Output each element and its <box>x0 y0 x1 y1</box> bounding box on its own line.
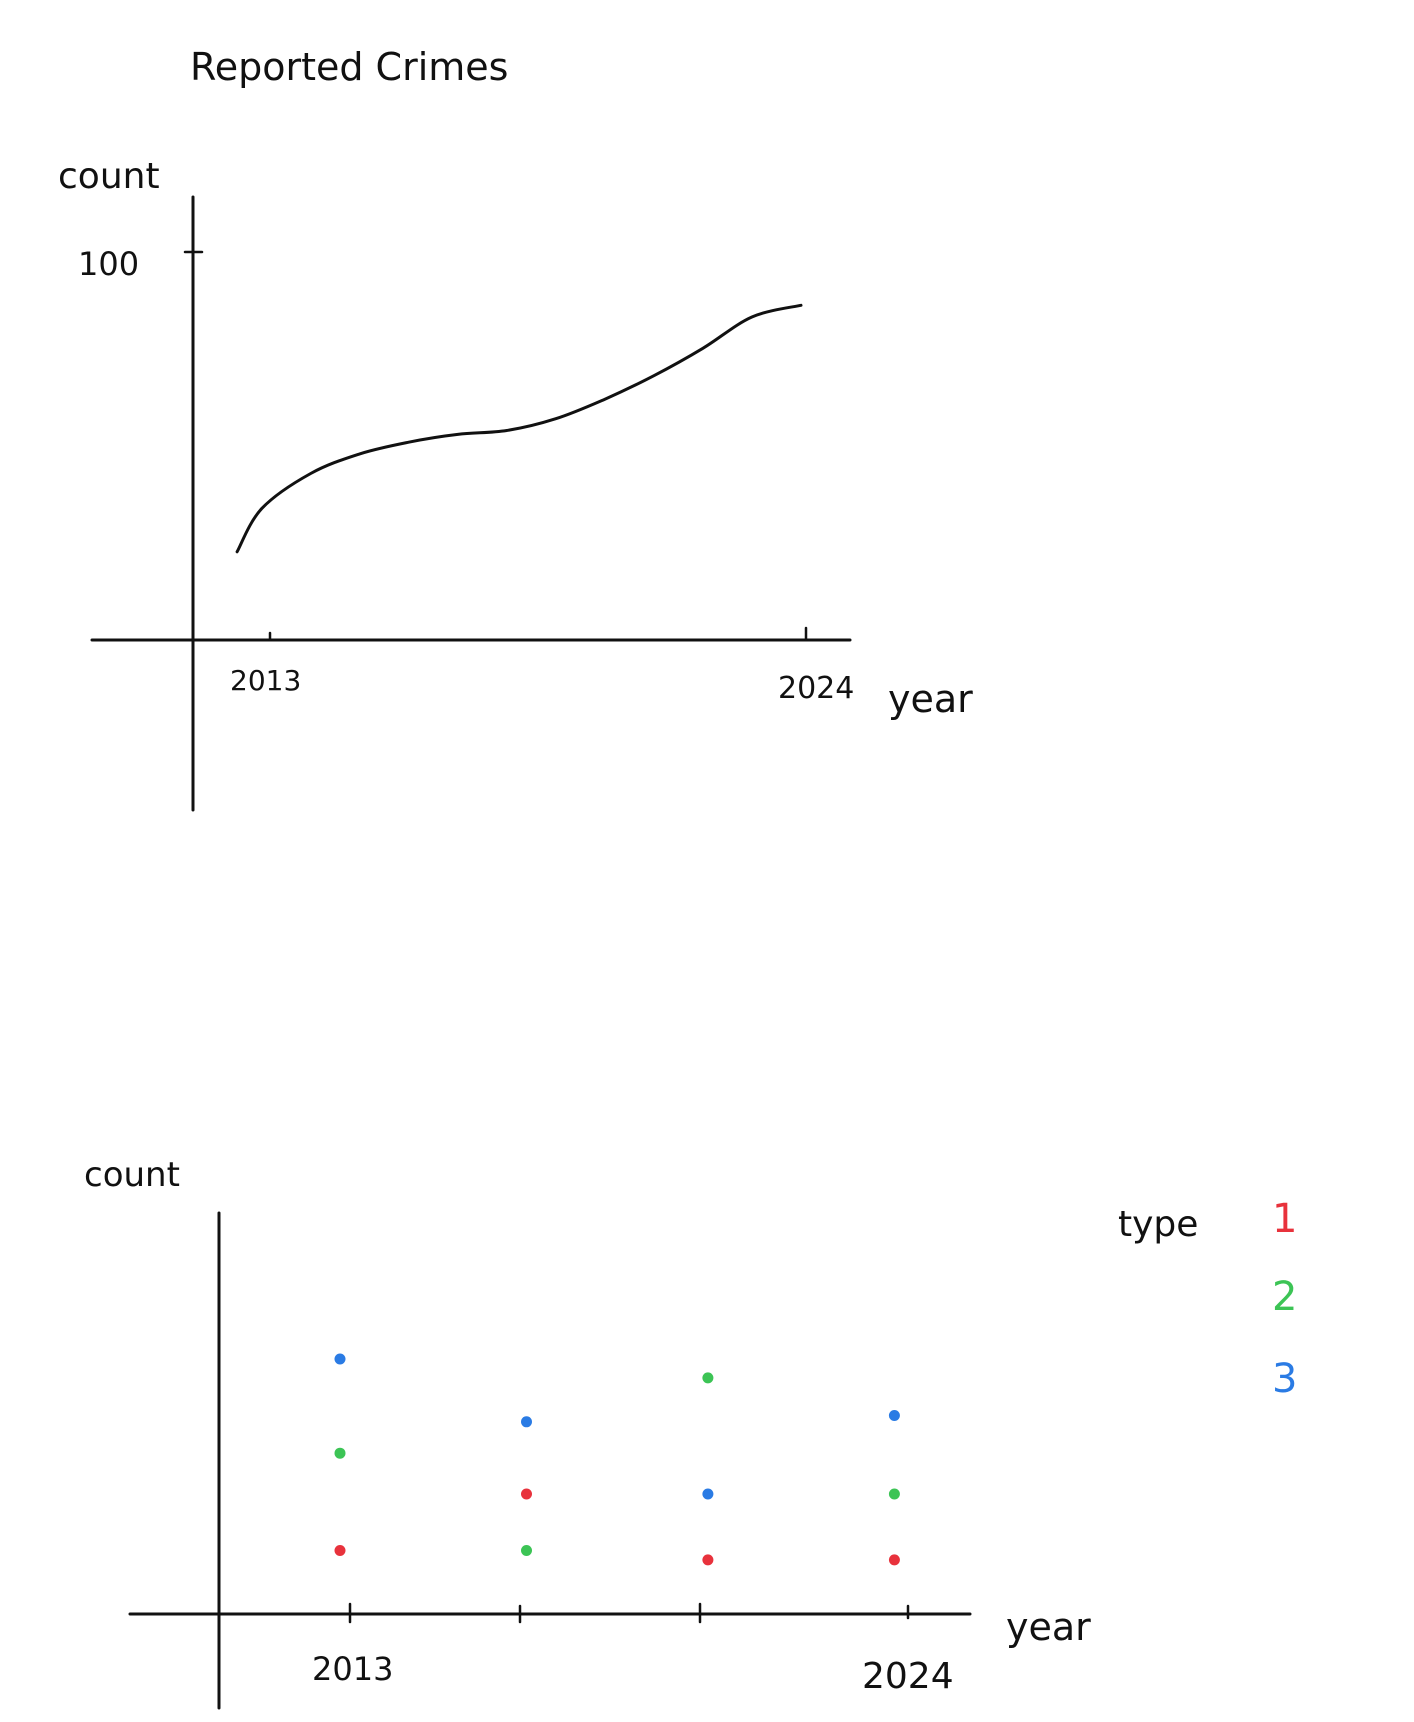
legend-entry-1: 1 <box>1272 1196 1297 1242</box>
x-axis-label: year <box>1006 1605 1091 1649</box>
scatter-point-type-3-1 <box>334 1353 346 1365</box>
y-axis-label: count <box>84 1155 180 1195</box>
legend-entry-2: 2 <box>1272 1274 1297 1320</box>
scatter-point-type-3-3 <box>702 1488 714 1500</box>
scatter-point-type-2-2 <box>521 1545 532 1556</box>
x-tick-label-2013: 2013 <box>312 1650 393 1688</box>
legend-entry-3: 3 <box>1272 1356 1297 1402</box>
scatter-point-type-2-1 <box>334 1447 346 1459</box>
y-tick-label-100: 100 <box>78 245 139 283</box>
legend-title: type <box>1118 1204 1198 1245</box>
scatter-point-type-3-2 <box>521 1416 532 1428</box>
x-tick-label-2024: 2024 <box>778 671 854 706</box>
scatter-points <box>334 1353 900 1566</box>
line-chart: Reported Crimes count 100 2013 2024 year <box>58 45 973 812</box>
scatter-point-type-1-3 <box>702 1554 714 1566</box>
scatter-point-type-2-4 <box>888 1488 900 1500</box>
x-axis-label: year <box>888 677 973 721</box>
scatter-chart: count 2013 2024 year type 1 2 3 <box>84 1155 1297 1710</box>
chart-title: Reported Crimes <box>190 45 508 89</box>
scatter-point-type-1-2 <box>521 1488 532 1500</box>
scatter-point-type-3-4 <box>888 1410 900 1421</box>
scatter-point-type-2-3 <box>702 1372 714 1384</box>
line-series <box>235 303 803 554</box>
x-tick-label-2024: 2024 <box>862 1656 954 1697</box>
scatter-point-type-1-4 <box>888 1554 900 1566</box>
scatter-point-type-1-1 <box>334 1545 346 1556</box>
legend: type 1 2 3 <box>1118 1196 1297 1402</box>
x-tick-label-2013: 2013 <box>230 664 301 697</box>
y-axis-label: count <box>58 156 160 197</box>
